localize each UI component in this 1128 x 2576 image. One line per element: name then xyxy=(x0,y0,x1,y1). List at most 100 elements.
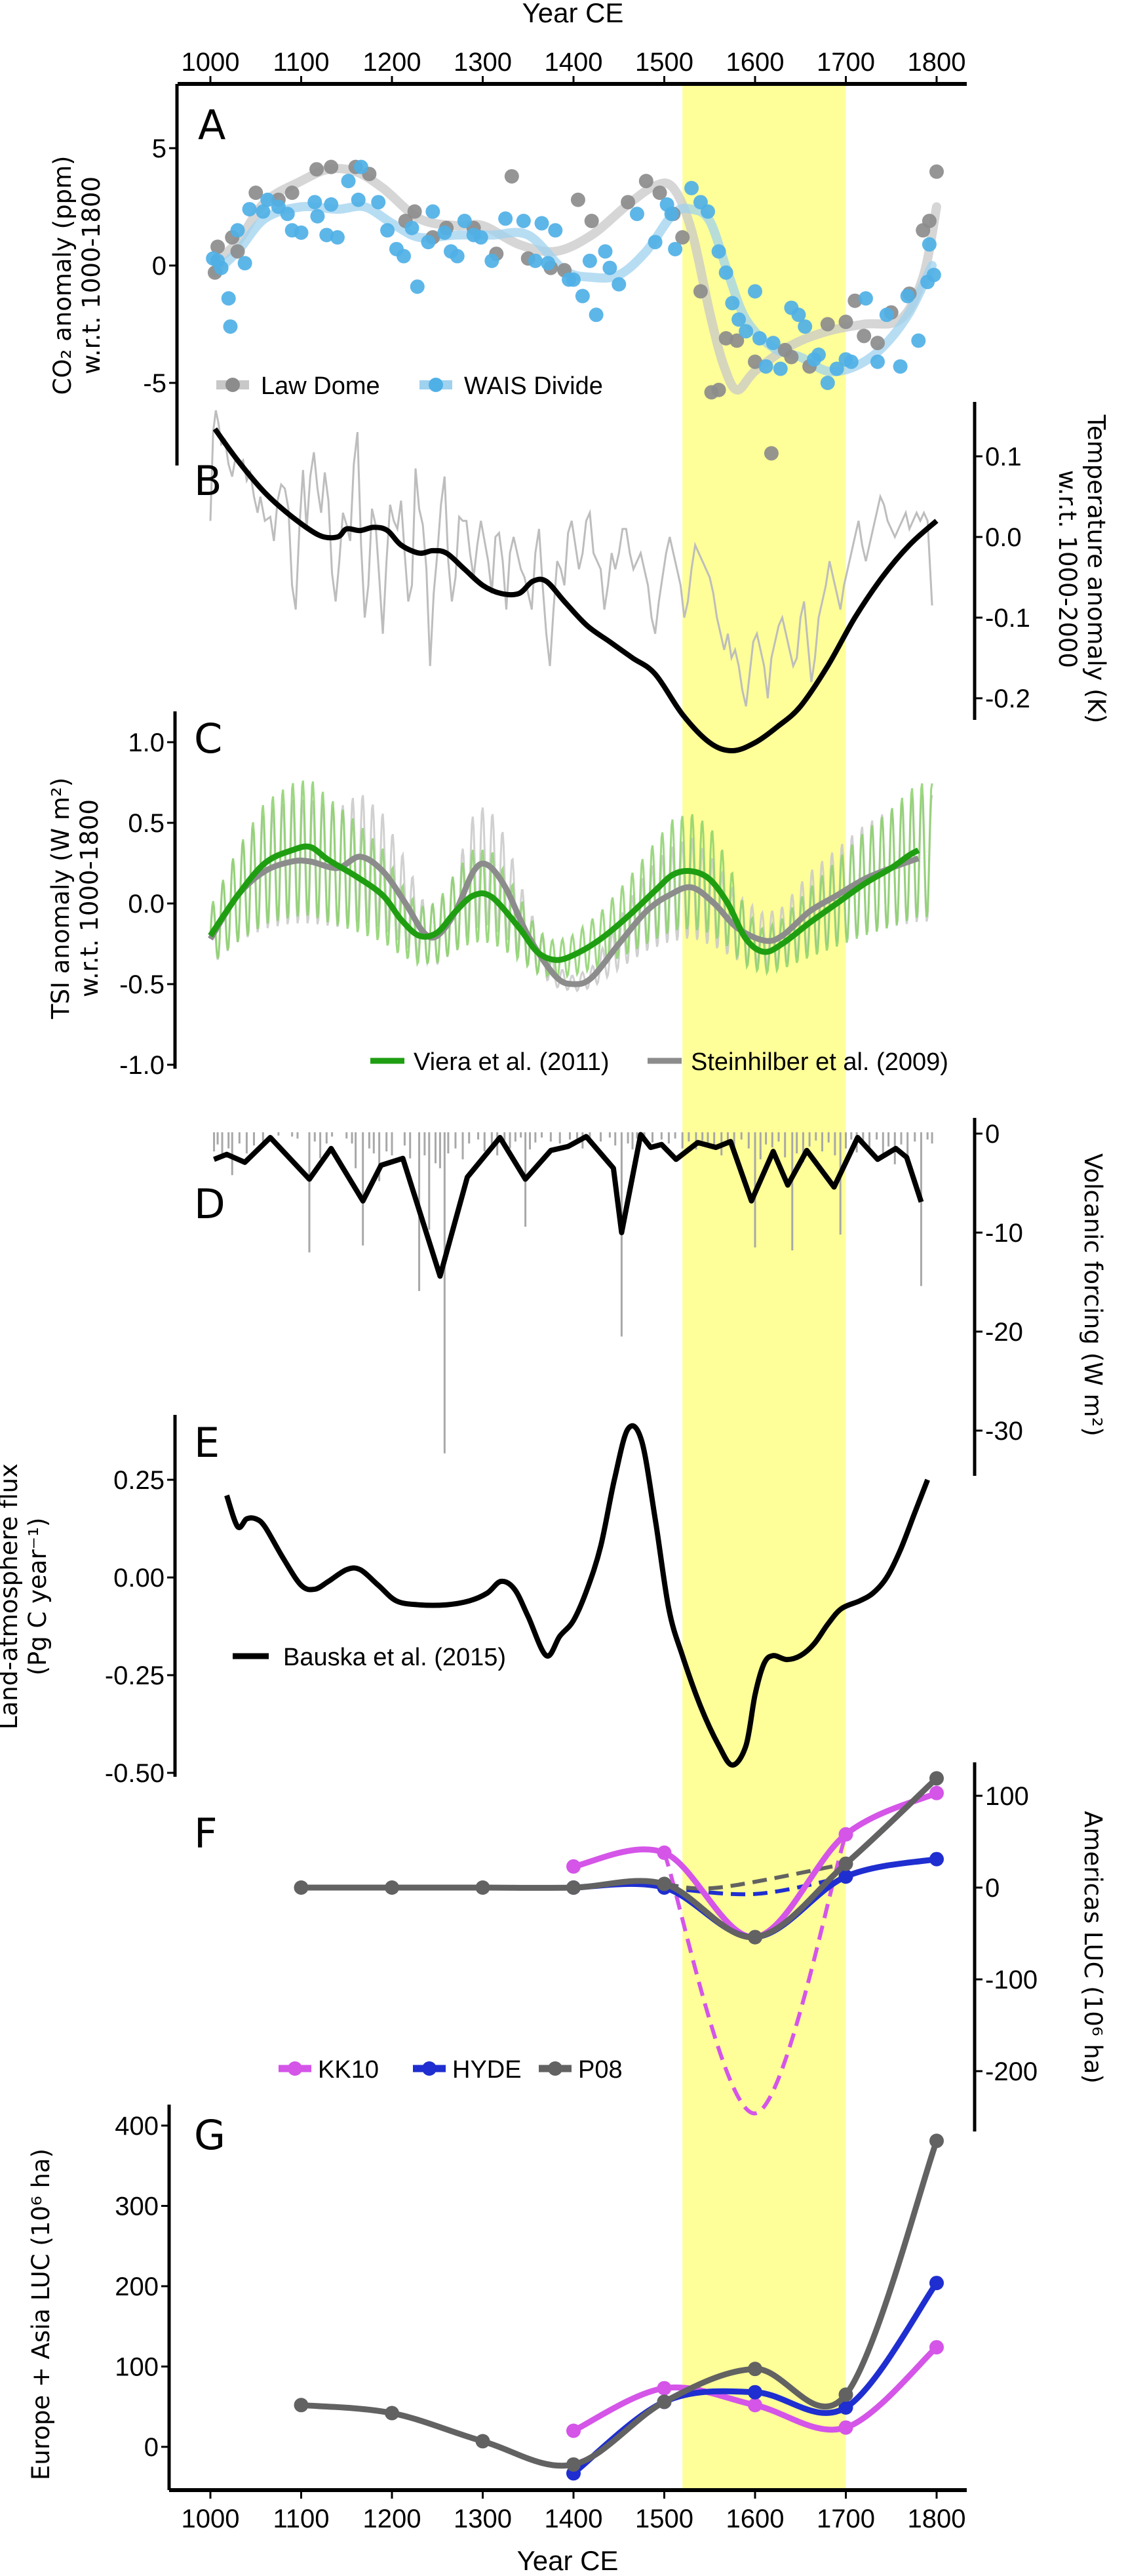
y-tick-label: -0.5 xyxy=(119,970,165,999)
panel-label-g: G xyxy=(194,2111,225,2159)
panel-a-point-wais xyxy=(421,235,436,250)
panel-a-point-wais xyxy=(731,312,747,327)
y-tick-label: -100 xyxy=(985,1966,1038,1994)
panel-a-point-wais xyxy=(900,288,915,304)
bottom-x-tick-label: 1100 xyxy=(273,2505,329,2533)
panel-a-point-lawdome xyxy=(729,333,745,348)
panel-f-y-axis-title: Americas LUC (10⁶ ha) xyxy=(1079,1811,1107,2084)
panel-a-point-wais xyxy=(773,361,788,376)
legend-f-swatch-dot xyxy=(548,2061,562,2076)
panel-f-point-p08 xyxy=(566,1880,581,1895)
panel-f-point-p08 xyxy=(475,1880,490,1895)
y-tick-label: 300 xyxy=(115,2192,159,2221)
panel-e-y-axis-title-line: (Pg C year⁻¹) xyxy=(24,1518,52,1676)
panel-f-point-p08 xyxy=(294,1880,309,1895)
bottom-x-tick-label: 1700 xyxy=(817,2505,875,2533)
panel-f-point-kk10 xyxy=(566,1859,581,1874)
panel-a-point-lawdome xyxy=(248,186,263,201)
panel-a-point-lawdome xyxy=(693,284,708,299)
panel-a-point-lawdome xyxy=(847,293,863,308)
panel-a-point-wais xyxy=(798,319,813,334)
panel-a-point-wais xyxy=(294,225,309,240)
top-x-tick-label: 1200 xyxy=(363,48,421,77)
panel-a-point-wais xyxy=(858,291,873,306)
y-tick-label: 100 xyxy=(115,2353,159,2382)
bottom-x-tick-label: 1600 xyxy=(726,2505,785,2533)
panel-a-point-wais xyxy=(684,180,699,195)
panel-a-point-wais xyxy=(484,253,499,268)
panel-d-y-axis-title-line: Volcanic forcing (W m²) xyxy=(1079,1153,1107,1437)
panel-g-point-p08 xyxy=(294,2398,309,2413)
bottom-x-tick-label: 1300 xyxy=(454,2505,512,2533)
top-x-tick-label: 1800 xyxy=(908,48,966,77)
panel-a-point-wais xyxy=(791,307,806,323)
panel-a-y-axis-title-line: w.r.t. 1000-1800 xyxy=(77,176,106,374)
legend-c-label: Viera et al. (2011) xyxy=(414,1048,610,1076)
legend-f-swatch-dot xyxy=(288,2061,302,2076)
panel-a-point-wais xyxy=(351,192,366,207)
panel-a-point-wais xyxy=(922,237,937,252)
bottom-x-tick-label: 1000 xyxy=(182,2505,240,2533)
y-tick-label: 0 xyxy=(985,1874,1000,1903)
panel-a-point-lawdome xyxy=(922,213,937,228)
panel-e-y-axis-title: Land-atmosphere flux(Pg C year⁻¹) xyxy=(0,1463,52,1730)
panel-c-y-axis-title-line: w.r.t. 1000-1800 xyxy=(75,799,104,997)
panel-a-smooth-lawdome xyxy=(210,164,941,395)
panel-a-point-wais xyxy=(575,288,590,304)
panel-a-point-wais xyxy=(739,324,754,339)
panel-g-point-p08 xyxy=(566,2457,581,2472)
panel-a-point-wais xyxy=(844,354,859,369)
y-tick-label: 0.25 xyxy=(113,1466,165,1495)
panel-d-smooth-line xyxy=(213,1132,924,1279)
panel-g-point-hyde xyxy=(748,2385,762,2400)
panel-label-e: E xyxy=(194,1419,220,1467)
y-tick-label: -20 xyxy=(985,1318,1023,1347)
y-tick-label: -0.25 xyxy=(105,1661,165,1690)
panel-a-point-lawdome xyxy=(584,213,599,228)
y-tick-label: 0.0 xyxy=(128,890,165,919)
y-tick-label: 0.00 xyxy=(113,1564,165,1593)
panel-b-raw-line xyxy=(209,410,933,707)
panel-a-point-lawdome xyxy=(748,354,762,369)
panel-a-point-wais xyxy=(758,359,773,374)
panel-a-point-wais xyxy=(230,223,245,238)
panel-b-y-axis-title-line: w.r.t. 1000-2000 xyxy=(1053,470,1081,668)
panel-b-y-axis-title: Temperature anomaly (K)w.r.t. 1000-2000 xyxy=(1053,414,1110,724)
panel-c-raw-viera xyxy=(209,780,933,981)
panel-f-point-hyde xyxy=(838,1869,853,1884)
panel-b-y-axis-title-line: Temperature anomaly (K) xyxy=(1082,414,1110,724)
bottom-x-tick-label: 1800 xyxy=(908,2505,966,2533)
panel-a-point-wais xyxy=(820,376,835,390)
panel-a-point-wais xyxy=(752,330,767,346)
panel-g-point-p08 xyxy=(838,2387,853,2402)
y-tick-label: -30 xyxy=(985,1417,1023,1446)
panel-f-point-p08 xyxy=(385,1880,399,1895)
panel-c-y-axis-title-line: TSI anomaly (W m²) xyxy=(47,778,75,1020)
panel-g-point-kk10 xyxy=(657,2381,672,2396)
panel-a-point-wais xyxy=(870,354,885,369)
panel-a-point-lawdome xyxy=(621,195,636,210)
panel-label-b: B xyxy=(194,457,222,505)
panel-g-point-kk10 xyxy=(929,2340,944,2355)
panel-a-point-wais xyxy=(397,248,412,264)
y-tick-label: 0.5 xyxy=(128,809,165,838)
panel-f-point-p08 xyxy=(657,1876,672,1892)
panel-a-point-wais xyxy=(353,159,368,174)
y-tick-label: 0 xyxy=(144,2433,159,2462)
panel-f-point-p08 xyxy=(838,1856,853,1871)
panel-c-smooth-viera xyxy=(208,843,920,963)
panel-a-point-lawdome xyxy=(324,159,339,174)
panel-a-point-lawdome xyxy=(838,314,853,329)
panel-a-point-lawdome xyxy=(309,162,324,177)
panel-a-point-lawdome xyxy=(870,336,885,351)
y-tick-label: -0.50 xyxy=(105,1759,165,1788)
bottom-x-tick-label: 1200 xyxy=(363,2505,421,2533)
panel-a-point-lawdome xyxy=(784,349,799,365)
y-tick-label: -5 xyxy=(143,369,166,398)
panel-a-point-wais xyxy=(811,347,826,363)
bottom-x-tick-label: 1400 xyxy=(545,2505,603,2533)
panel-a-point-wais xyxy=(324,197,339,212)
panel-a-point-wais xyxy=(516,213,531,228)
panel-label-c: C xyxy=(194,715,222,763)
